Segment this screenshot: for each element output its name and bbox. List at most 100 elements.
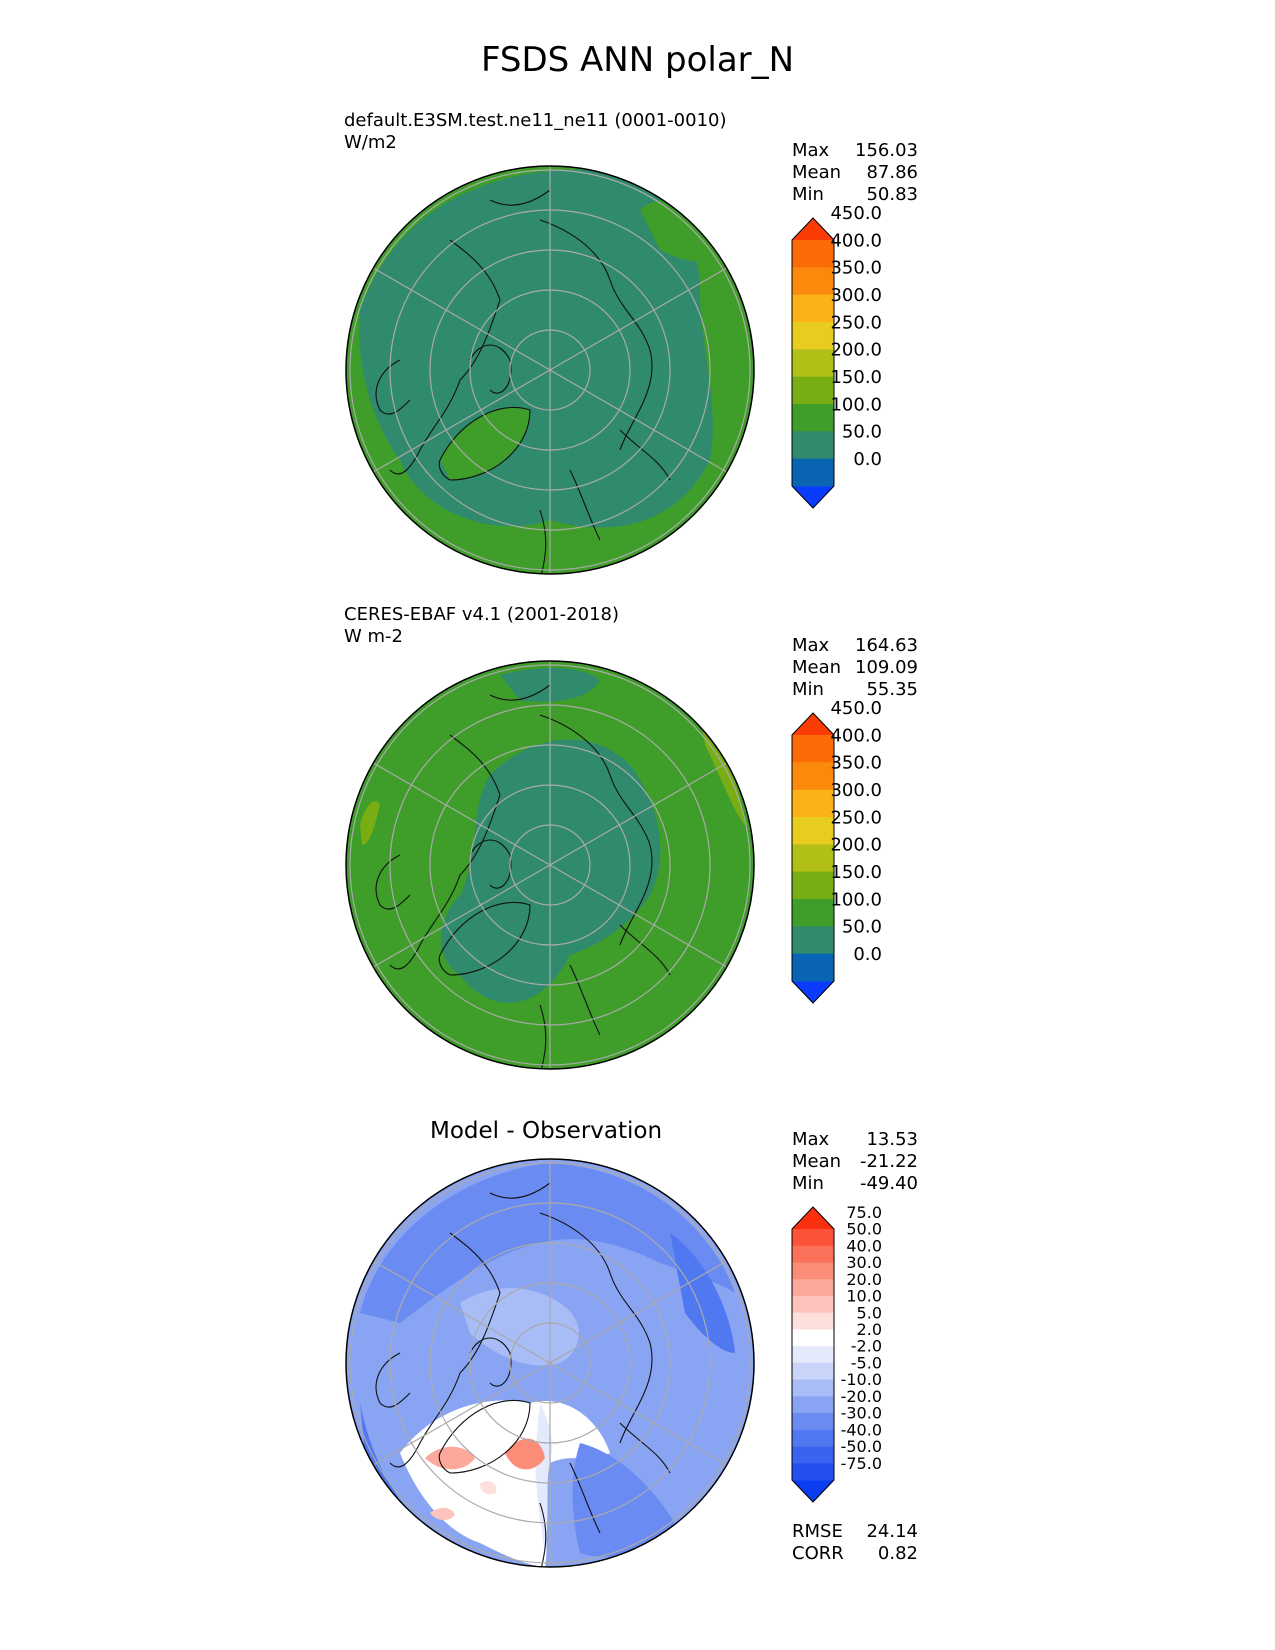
colorbar-tick-label: 100.0 <box>830 394 882 415</box>
colorbar-segment <box>792 294 834 323</box>
colorbar-outline <box>791 217 835 509</box>
colorbar-tick-label: 250.0 <box>830 807 882 828</box>
colorbar-outline <box>791 1206 835 1503</box>
colorbar-extend-max <box>792 1207 834 1229</box>
stats-observation: Max 164.63 Mean 109.09 Min 55.35 <box>792 635 918 701</box>
colorbar-tick-label: 400.0 <box>830 230 882 251</box>
colorbar-extend-min <box>792 486 834 508</box>
colorbar-tick-label: 0.0 <box>853 449 882 470</box>
stat-label: RMSE <box>792 1521 843 1542</box>
stats-model: Max 156.03 Mean 87.86 Min 50.83 <box>792 140 918 206</box>
colorbar-segment <box>792 844 834 873</box>
stat-label: Min <box>792 1173 824 1194</box>
colorbar-tick-label: 100.0 <box>830 889 882 910</box>
colorbar-tick-label: -2.0 <box>851 1337 882 1356</box>
colorbar-tick-label: -30.0 <box>841 1404 882 1423</box>
panel-3-title: Model - Observation <box>430 1118 663 1144</box>
stat-label: Mean <box>792 657 842 678</box>
colorbar-segment <box>792 1312 834 1330</box>
colorbar-segment <box>792 1362 834 1381</box>
stats-rmse-corr: RMSE 24.14 CORR 0.82 <box>792 1521 918 1565</box>
colorbar-outline <box>791 712 835 1004</box>
colorbar-segment <box>792 953 834 982</box>
panel-2-title: CERES-EBAF v4.1 (2001-2018) W m-2 <box>344 604 619 648</box>
stat-label: Max <box>792 1129 830 1150</box>
polar-map-model <box>345 165 755 575</box>
colorbar-extend-max <box>792 713 834 735</box>
colorbar-segment <box>792 926 834 955</box>
colorbar-tick-label: 400.0 <box>830 725 882 746</box>
stat-value: 156.03 <box>855 140 918 161</box>
colorbar-segment <box>792 349 834 378</box>
stat-label: Mean <box>792 162 842 183</box>
figure-title: FSDS ANN polar_N <box>480 40 795 80</box>
colorbar-segment <box>792 789 834 818</box>
colorbar-segment <box>792 1245 834 1263</box>
colorbar-observation: 0.0 50.0 100.0 150.0 200.0 250.0 300.0 350.0 400… <box>791 698 882 1004</box>
colorbar-tick-label: 75.0 <box>846 1203 882 1222</box>
colorbar-tick-label: -75.0 <box>841 1454 882 1473</box>
stat-value: 55.35 <box>866 679 918 700</box>
colorbar-extend-min <box>792 1480 834 1502</box>
colorbar-segment <box>792 376 834 405</box>
colorbar-tick-label: 5.0 <box>857 1303 882 1322</box>
stat-value: 164.63 <box>855 635 918 656</box>
colorbar-segment <box>792 899 834 927</box>
colorbar-segment <box>792 1396 834 1414</box>
colorbar-tick-label: -10.0 <box>841 1370 882 1389</box>
colorbar-tick-label: 0.0 <box>853 944 882 965</box>
colorbar-tick-label: 350.0 <box>830 258 882 279</box>
colorbar-tick-label: 350.0 <box>830 753 882 774</box>
colorbar-tick-label: 150.0 <box>830 367 882 388</box>
colorbar-tick-label: 50.0 <box>842 917 882 938</box>
colorbar-segment <box>792 871 834 900</box>
stat-value: 50.83 <box>866 184 918 205</box>
colorbar-tick-label: 50.0 <box>846 1220 882 1239</box>
colorbar-model: 0.0 50.0 100.0 150.0 200.0 250.0 300.0 350.0 400… <box>791 203 882 509</box>
stat-value: 109.09 <box>855 657 918 678</box>
colorbar-segment <box>792 1429 834 1448</box>
panel-2-title-line1: CERES-EBAF v4.1 (2001-2018) <box>344 604 620 625</box>
colorbar-segment <box>792 1413 834 1431</box>
panel-1-title-line1: default.E3SM.test.ne11_ne11 (0001-0010) <box>344 110 727 131</box>
colorbar-segment <box>792 1346 834 1364</box>
stat-value: 87.86 <box>866 162 918 183</box>
colorbar-segment <box>792 1379 834 1397</box>
colorbar-segment <box>792 322 834 350</box>
colorbar-segment <box>792 1279 834 1297</box>
stat-value: -21.22 <box>859 1151 918 1172</box>
colorbar-tick-label: 40.0 <box>846 1236 882 1255</box>
colorbar-tick-label: 300.0 <box>830 780 882 801</box>
colorbar-tick-label: 200.0 <box>830 835 882 856</box>
colorbar-tick-label: -40.0 <box>841 1420 882 1439</box>
colorbar-segment <box>792 404 834 432</box>
colorbar-segment <box>792 267 834 296</box>
colorbar-tick-label: 250.0 <box>830 312 882 333</box>
colorbar-segment <box>792 1262 834 1280</box>
colorbar-segment <box>792 762 834 791</box>
stat-value: -49.40 <box>859 1173 918 1194</box>
colorbar-tick-label: -20.0 <box>841 1387 882 1406</box>
colorbar-segment <box>792 1446 834 1464</box>
colorbar-tick-label: 20.0 <box>846 1270 882 1289</box>
stat-value: 13.53 <box>866 1129 918 1150</box>
colorbar-segment <box>792 458 834 487</box>
colorbar-tick-label: -5.0 <box>851 1353 882 1372</box>
colorbar-tick-label: 450.0 <box>830 698 882 719</box>
stat-label: Min <box>792 679 824 700</box>
stat-value: 0.82 <box>877 1543 918 1564</box>
colorbar-tick-label: 50.0 <box>842 422 882 443</box>
stat-label: CORR <box>792 1543 844 1564</box>
colorbar-segment <box>792 817 834 845</box>
colorbar-extend-min <box>792 981 834 1003</box>
colorbar-segment <box>792 1463 834 1481</box>
colorbar-tick-label: 10.0 <box>846 1287 882 1306</box>
colorbar-segment <box>792 240 834 268</box>
polar-map-observation <box>345 660 755 1070</box>
colorbar-tick-label: 450.0 <box>830 203 882 224</box>
panel-1-units: W/m2 <box>344 132 397 153</box>
colorbar-segment <box>792 1295 834 1314</box>
stat-label: Max <box>792 635 830 656</box>
colorbar-segment <box>792 431 834 460</box>
colorbar-tick-label: 30.0 <box>846 1253 882 1272</box>
